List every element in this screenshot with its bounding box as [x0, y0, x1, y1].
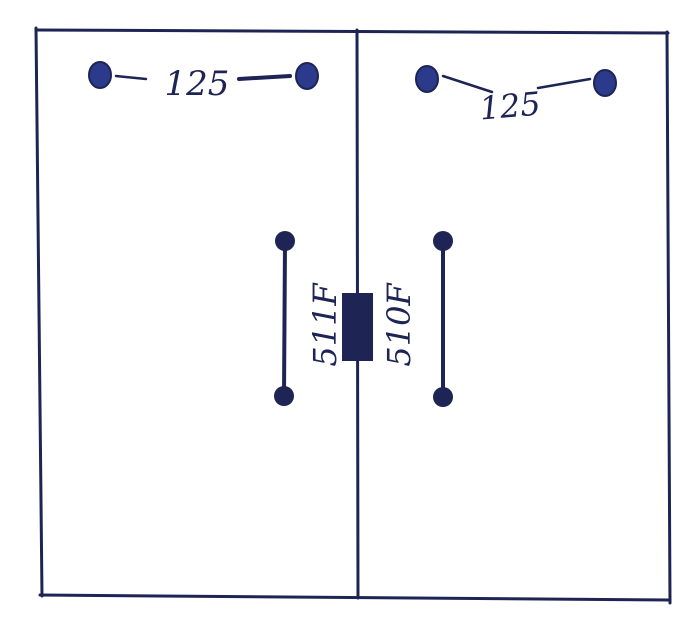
frame-right-edge — [665, 30, 672, 605]
frame-bottom-edge — [38, 593, 672, 602]
left-door-bolt-a — [88, 61, 112, 89]
right-door: 125 510F — [380, 65, 617, 407]
right-door-dimension-line-a — [441, 74, 494, 94]
left-handle-bar — [282, 241, 287, 397]
frame-left-edge — [34, 26, 44, 598]
center-latch-block — [342, 293, 373, 361]
right-handle-model-label: 510F — [380, 282, 418, 367]
frame-top-edge — [34, 28, 670, 35]
left-door: 125 511F — [88, 61, 344, 406]
left-door-dimension-line-a — [114, 74, 148, 81]
left-handle-top-knob — [275, 231, 295, 251]
right-door-bolt-a — [415, 65, 439, 93]
left-door-bolt-b — [295, 62, 319, 90]
right-door-handle — [433, 231, 453, 407]
left-door-handle — [274, 231, 295, 406]
left-handle-bottom-knob — [274, 386, 294, 406]
right-handle-top-knob — [433, 231, 453, 251]
right-door-dimension-line-b — [536, 77, 592, 90]
right-door-spacing-label: 125 — [478, 84, 542, 127]
right-door-bolt-b — [593, 69, 617, 97]
left-handle-model-label: 511F — [306, 282, 344, 367]
left-door-dimension-line-b — [237, 74, 292, 81]
right-handle-bottom-knob — [433, 387, 453, 407]
left-door-spacing-label: 125 — [165, 64, 230, 104]
